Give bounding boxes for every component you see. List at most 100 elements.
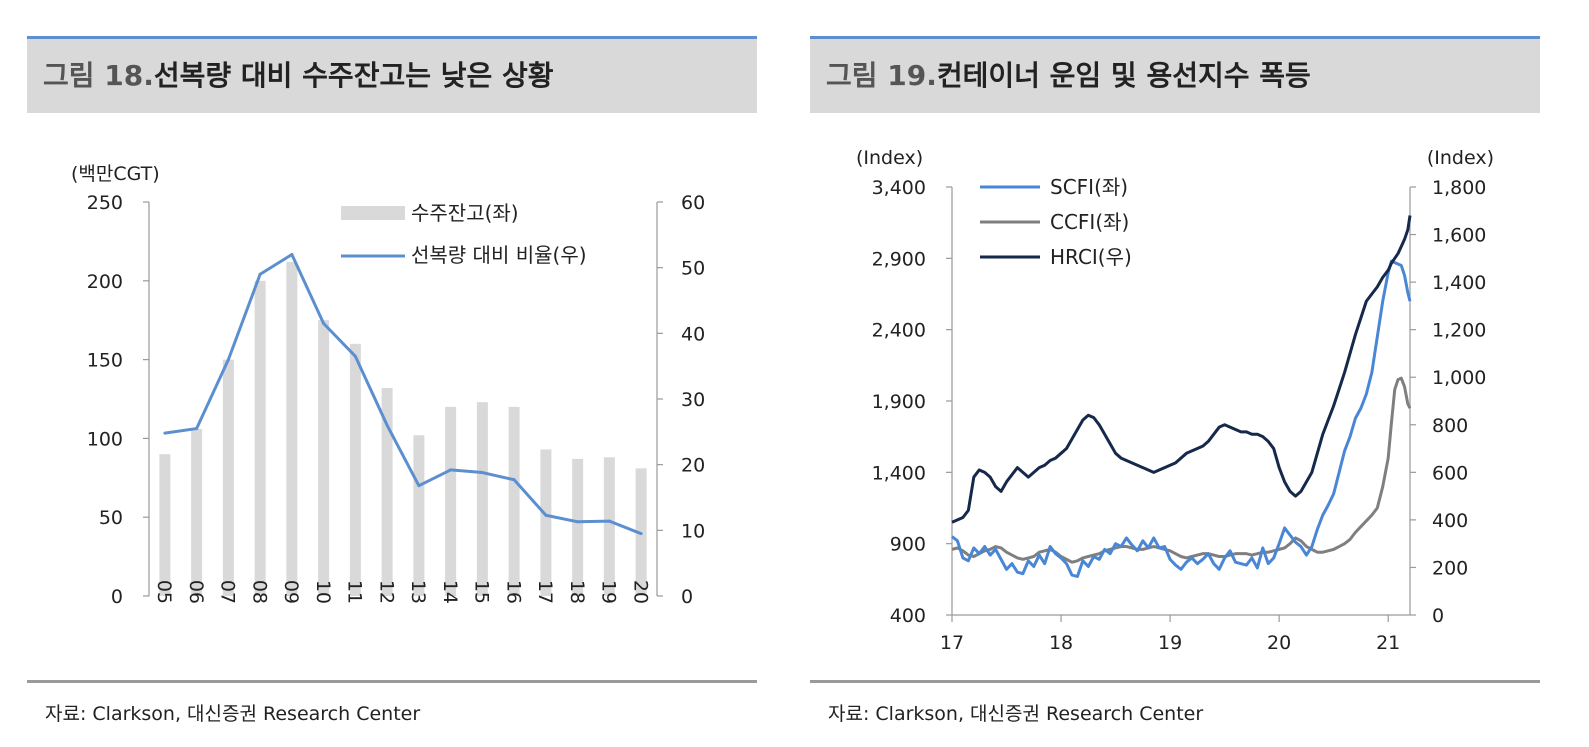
right-y-tick-label: 1,400 (1432, 272, 1486, 294)
fleet-ratio-point (449, 468, 453, 472)
right-y-tick-label: 200 (1432, 557, 1468, 579)
right-y-tick-label: 1,000 (1432, 367, 1486, 389)
x-tick-label: 10 (312, 580, 334, 604)
left-y-tick-label: 0 (111, 586, 123, 608)
left-axis-unit-label: (백만CGT) (71, 163, 160, 185)
left-figure-number: 그림 18. (43, 59, 154, 92)
left-y-tick-label: 100 (87, 428, 123, 450)
left-figure-panel: 그림 18.선복량 대비 수주잔고는 낮은 상황 (백만CGT) 0 50 100 15… (27, 0, 759, 747)
left-source-note: 자료: Clarkson, 대신증권 Research Center (45, 703, 421, 725)
right-y-tick-label: 0 (681, 586, 693, 608)
x-tick-label: 08 (248, 580, 270, 604)
fleet-ratio-point (258, 272, 262, 276)
left-y-tick-label: 400 (890, 605, 926, 627)
legend-swatch-order-backlog (341, 206, 405, 220)
right-y-tick-label: 50 (681, 258, 705, 280)
fleet-ratio-point (544, 513, 548, 517)
right-axis-unit-label: (Index) (1427, 147, 1494, 169)
left-axis-unit-label: (Index) (856, 147, 923, 169)
right-y-tick-label: 400 (1432, 510, 1468, 532)
x-tick-label: 21 (1376, 632, 1400, 654)
right-y-tick-label: 30 (681, 389, 705, 411)
x-tick-label: 20 (1267, 632, 1291, 654)
left-y-tick-label: 2,900 (872, 248, 926, 270)
fleet-ratio-point (607, 519, 611, 523)
right-y-tick-label: 60 (681, 192, 705, 214)
order-backlog-bar (159, 454, 171, 596)
x-tick-label: 13 (407, 580, 429, 604)
order-backlog-bar (572, 458, 584, 596)
order-backlog-bar (445, 406, 457, 596)
fleet-ratio-point (353, 354, 357, 358)
x-tick-label: 17 (940, 632, 964, 654)
fleet-ratio-point (163, 431, 167, 435)
order-backlog-bar (191, 428, 203, 596)
x-tick-label: 12 (375, 580, 397, 604)
x-tick-label: 07 (217, 580, 239, 604)
left-y-tick-label: 3,400 (872, 177, 926, 199)
left-y-tick-label: 150 (87, 350, 123, 372)
fleet-ratio-point (480, 471, 484, 475)
left-title-bar: 그림 18.선복량 대비 수주잔고는 낮은 상황 (27, 36, 757, 113)
left-source-divider (27, 680, 757, 683)
order-backlog-bar (286, 261, 298, 596)
fleet-ratio-point (512, 478, 516, 482)
fleet-ratio-point (417, 484, 421, 488)
fleet-ratio-line (164, 253, 642, 536)
left-y-tick-label: 50 (99, 507, 123, 529)
order-backlog-bar (254, 280, 266, 596)
order-backlog-bar (603, 457, 615, 596)
legend-label-fleet-ratio: 선복량 대비 비율(우) (411, 243, 587, 267)
right-chart: (Index) (Index) 400 900 1,400 1,900 2,400 2,900… (856, 147, 1494, 654)
left-y-tick-label: 900 (890, 534, 926, 556)
x-tick-label: 06 (185, 580, 207, 604)
hrci-line (951, 215, 1412, 524)
x-tick-label: 19 (1158, 632, 1182, 654)
right-y-tick-label: 1,800 (1432, 177, 1486, 199)
order-backlog-bar (540, 449, 552, 596)
order-backlog-bar (476, 402, 488, 596)
right-figure-panel: 그림 19.컨테이너 운임 및 용선지수 폭등 (Index) (Index) 40… (810, 0, 1542, 747)
legend-label-ccfi: CCFI(좌) (1050, 210, 1129, 234)
right-y-tick-label: 40 (681, 323, 705, 345)
fleet-ratio-point (195, 427, 199, 431)
fleet-ratio-point (639, 532, 643, 536)
right-figure-title-text: 컨테이너 운임 및 용선지수 폭등 (936, 59, 1311, 92)
left-y-tick-label: 1,400 (872, 462, 926, 484)
order-backlog-bar (508, 406, 520, 596)
right-y-tick-label: 1,600 (1432, 225, 1486, 247)
x-tick-label: 19 (598, 580, 620, 604)
x-tick-label: 14 (439, 580, 461, 604)
left-figure-title-text: 선복량 대비 수주잔고는 낮은 상황 (153, 59, 554, 92)
order-backlog-bar (222, 359, 234, 596)
order-backlog-bar (413, 435, 425, 596)
fleet-ratio-point (385, 423, 389, 427)
legend-label-hrci: HRCI(우) (1050, 245, 1132, 269)
ccfi-line (951, 376, 1412, 564)
right-y-tick-label: 10 (681, 520, 705, 542)
legend-label-order-backlog: 수주잔고(좌) (411, 201, 519, 225)
x-tick-label: 15 (471, 580, 493, 604)
x-tick-label: 09 (280, 580, 302, 604)
right-y-tick-label: 800 (1432, 415, 1468, 437)
left-y-tick-label: 250 (87, 192, 123, 214)
left-chart: (백만CGT) 0 50 100 150 200 250 0 10 20 30 40 50 60 05 06 0… (71, 163, 705, 608)
x-tick-label: 16 (502, 580, 524, 604)
scfi-line (951, 259, 1412, 578)
x-tick-label: 17 (534, 580, 556, 604)
order-backlog-bar (349, 343, 361, 596)
left-y-tick-label: 1,900 (872, 391, 926, 413)
right-figure-number: 그림 19. (826, 59, 937, 92)
right-y-tick-label: 1,200 (1432, 320, 1486, 342)
order-backlog-bar (381, 387, 393, 596)
right-y-tick-label: 0 (1432, 605, 1444, 627)
right-source-note: 자료: Clarkson, 대신증권 Research Center (828, 703, 1204, 725)
x-tick-label: 11 (344, 580, 366, 604)
fleet-ratio-point (290, 253, 294, 257)
right-y-tick-label: 600 (1432, 462, 1468, 484)
x-tick-label: 05 (153, 580, 175, 604)
fleet-ratio-point (226, 358, 230, 362)
order-backlog-bar (318, 320, 330, 596)
x-tick-label: 20 (629, 580, 651, 604)
right-y-tick-label: 20 (681, 455, 705, 477)
